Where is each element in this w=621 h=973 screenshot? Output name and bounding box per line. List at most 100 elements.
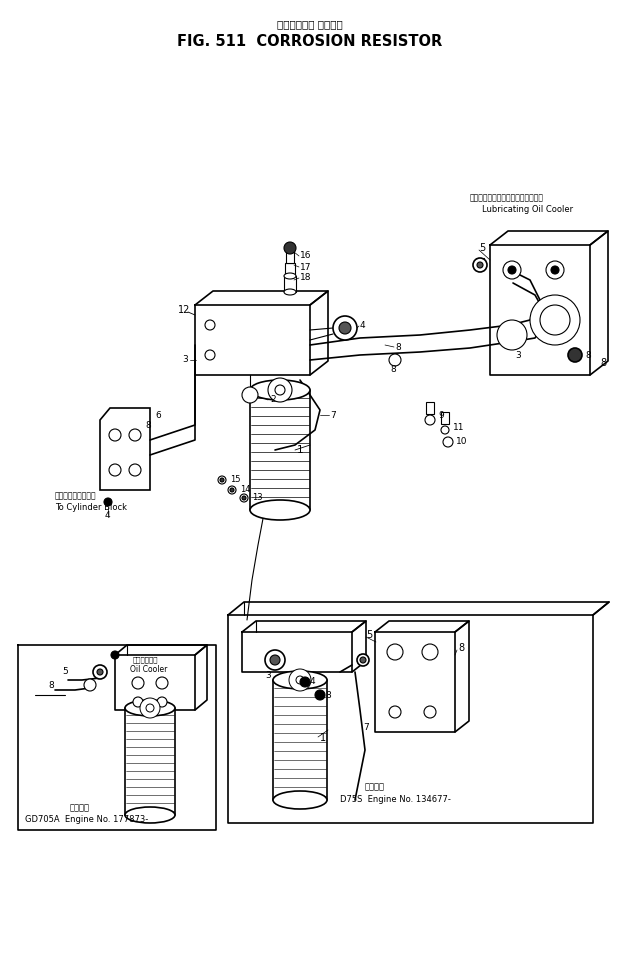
Circle shape: [242, 387, 258, 403]
Bar: [359, 654, 366, 660]
Circle shape: [424, 706, 436, 718]
Circle shape: [93, 665, 107, 679]
Bar: [426, 402, 434, 414]
Text: D75S  Engine No. 134677-: D75S Engine No. 134677-: [340, 796, 451, 805]
Circle shape: [284, 242, 296, 254]
Circle shape: [132, 677, 144, 689]
Text: 1: 1: [297, 445, 304, 455]
Text: 16: 16: [300, 251, 312, 261]
Text: 15: 15: [230, 476, 240, 485]
Text: 8: 8: [325, 691, 331, 700]
Circle shape: [508, 266, 516, 274]
Text: Oil Cooler: Oil Cooler: [130, 666, 168, 674]
Bar: [476, 258, 484, 265]
Text: 4: 4: [105, 511, 111, 520]
Text: コロージョン レジスタ: コロージョン レジスタ: [277, 19, 343, 29]
Ellipse shape: [284, 289, 296, 295]
Text: 4: 4: [310, 677, 315, 687]
Circle shape: [540, 305, 570, 335]
Bar: [441, 412, 449, 424]
Circle shape: [205, 350, 215, 360]
Text: 7: 7: [363, 724, 369, 733]
Circle shape: [140, 698, 160, 718]
Text: To Cylinder Block: To Cylinder Block: [55, 503, 127, 513]
Text: Lubricating Oil Cooler: Lubricating Oil Cooler: [482, 204, 573, 213]
Ellipse shape: [125, 807, 175, 823]
Circle shape: [387, 644, 403, 660]
Circle shape: [240, 494, 248, 502]
Ellipse shape: [273, 671, 327, 689]
Circle shape: [300, 677, 310, 687]
Text: 7: 7: [330, 411, 336, 419]
Circle shape: [289, 669, 311, 691]
Circle shape: [228, 486, 236, 494]
Circle shape: [84, 679, 96, 691]
Circle shape: [111, 651, 119, 659]
Text: ルーブリケーティングオイルクーラ: ルーブリケーティングオイルクーラ: [470, 194, 544, 202]
Polygon shape: [100, 408, 150, 490]
Circle shape: [441, 426, 449, 434]
Circle shape: [546, 261, 564, 279]
Text: 5: 5: [366, 630, 372, 640]
Text: 5: 5: [62, 667, 68, 676]
Text: 12: 12: [178, 305, 191, 315]
Circle shape: [315, 690, 325, 700]
Circle shape: [443, 437, 453, 447]
Text: 適用号機: 適用号機: [70, 804, 90, 812]
Circle shape: [265, 650, 285, 670]
Ellipse shape: [250, 380, 310, 400]
Text: 8: 8: [145, 420, 151, 429]
Text: 2: 2: [270, 395, 276, 405]
Circle shape: [389, 354, 401, 366]
Circle shape: [477, 262, 483, 268]
Circle shape: [503, 261, 521, 279]
Circle shape: [205, 320, 215, 330]
Ellipse shape: [284, 273, 296, 279]
Circle shape: [497, 320, 527, 350]
Ellipse shape: [273, 791, 327, 809]
Circle shape: [104, 498, 112, 506]
Text: 8: 8: [600, 358, 606, 368]
Circle shape: [268, 378, 292, 402]
Text: FIG. 511  CORROSION RESISTOR: FIG. 511 CORROSION RESISTOR: [178, 34, 443, 50]
Circle shape: [133, 697, 143, 707]
Circle shape: [568, 348, 582, 362]
Text: 14: 14: [240, 486, 250, 494]
Text: 11: 11: [453, 423, 465, 433]
Circle shape: [360, 657, 366, 663]
Circle shape: [146, 704, 154, 712]
Text: 18: 18: [300, 273, 312, 282]
Text: 13: 13: [252, 493, 263, 502]
Text: シリンダブロックへ: シリンダブロックへ: [55, 491, 97, 500]
Text: 8: 8: [458, 643, 464, 653]
Circle shape: [389, 706, 401, 718]
Circle shape: [156, 677, 168, 689]
Text: 8: 8: [395, 343, 401, 352]
Text: GD705A  Engine No. 177873-: GD705A Engine No. 177873-: [25, 815, 148, 824]
Circle shape: [97, 669, 103, 675]
Circle shape: [242, 496, 246, 500]
Text: 10: 10: [456, 438, 468, 447]
Text: 4: 4: [360, 321, 366, 331]
Circle shape: [157, 697, 167, 707]
Circle shape: [270, 655, 280, 665]
Text: 5: 5: [479, 243, 485, 253]
Text: 3: 3: [515, 350, 521, 359]
Circle shape: [551, 266, 559, 274]
Text: 8: 8: [390, 366, 396, 375]
Text: 3: 3: [182, 355, 188, 365]
Circle shape: [339, 322, 351, 334]
Text: 1: 1: [320, 733, 326, 743]
Circle shape: [473, 258, 487, 272]
Circle shape: [333, 316, 357, 340]
Circle shape: [218, 476, 226, 484]
Text: 17: 17: [300, 263, 312, 271]
Text: 3: 3: [265, 670, 271, 679]
Text: オイルクーラ: オイルクーラ: [133, 657, 158, 664]
Ellipse shape: [250, 500, 310, 520]
Bar: [286, 252, 294, 263]
Bar: [285, 263, 295, 276]
Ellipse shape: [125, 700, 175, 716]
Circle shape: [357, 654, 369, 666]
Circle shape: [220, 478, 224, 482]
